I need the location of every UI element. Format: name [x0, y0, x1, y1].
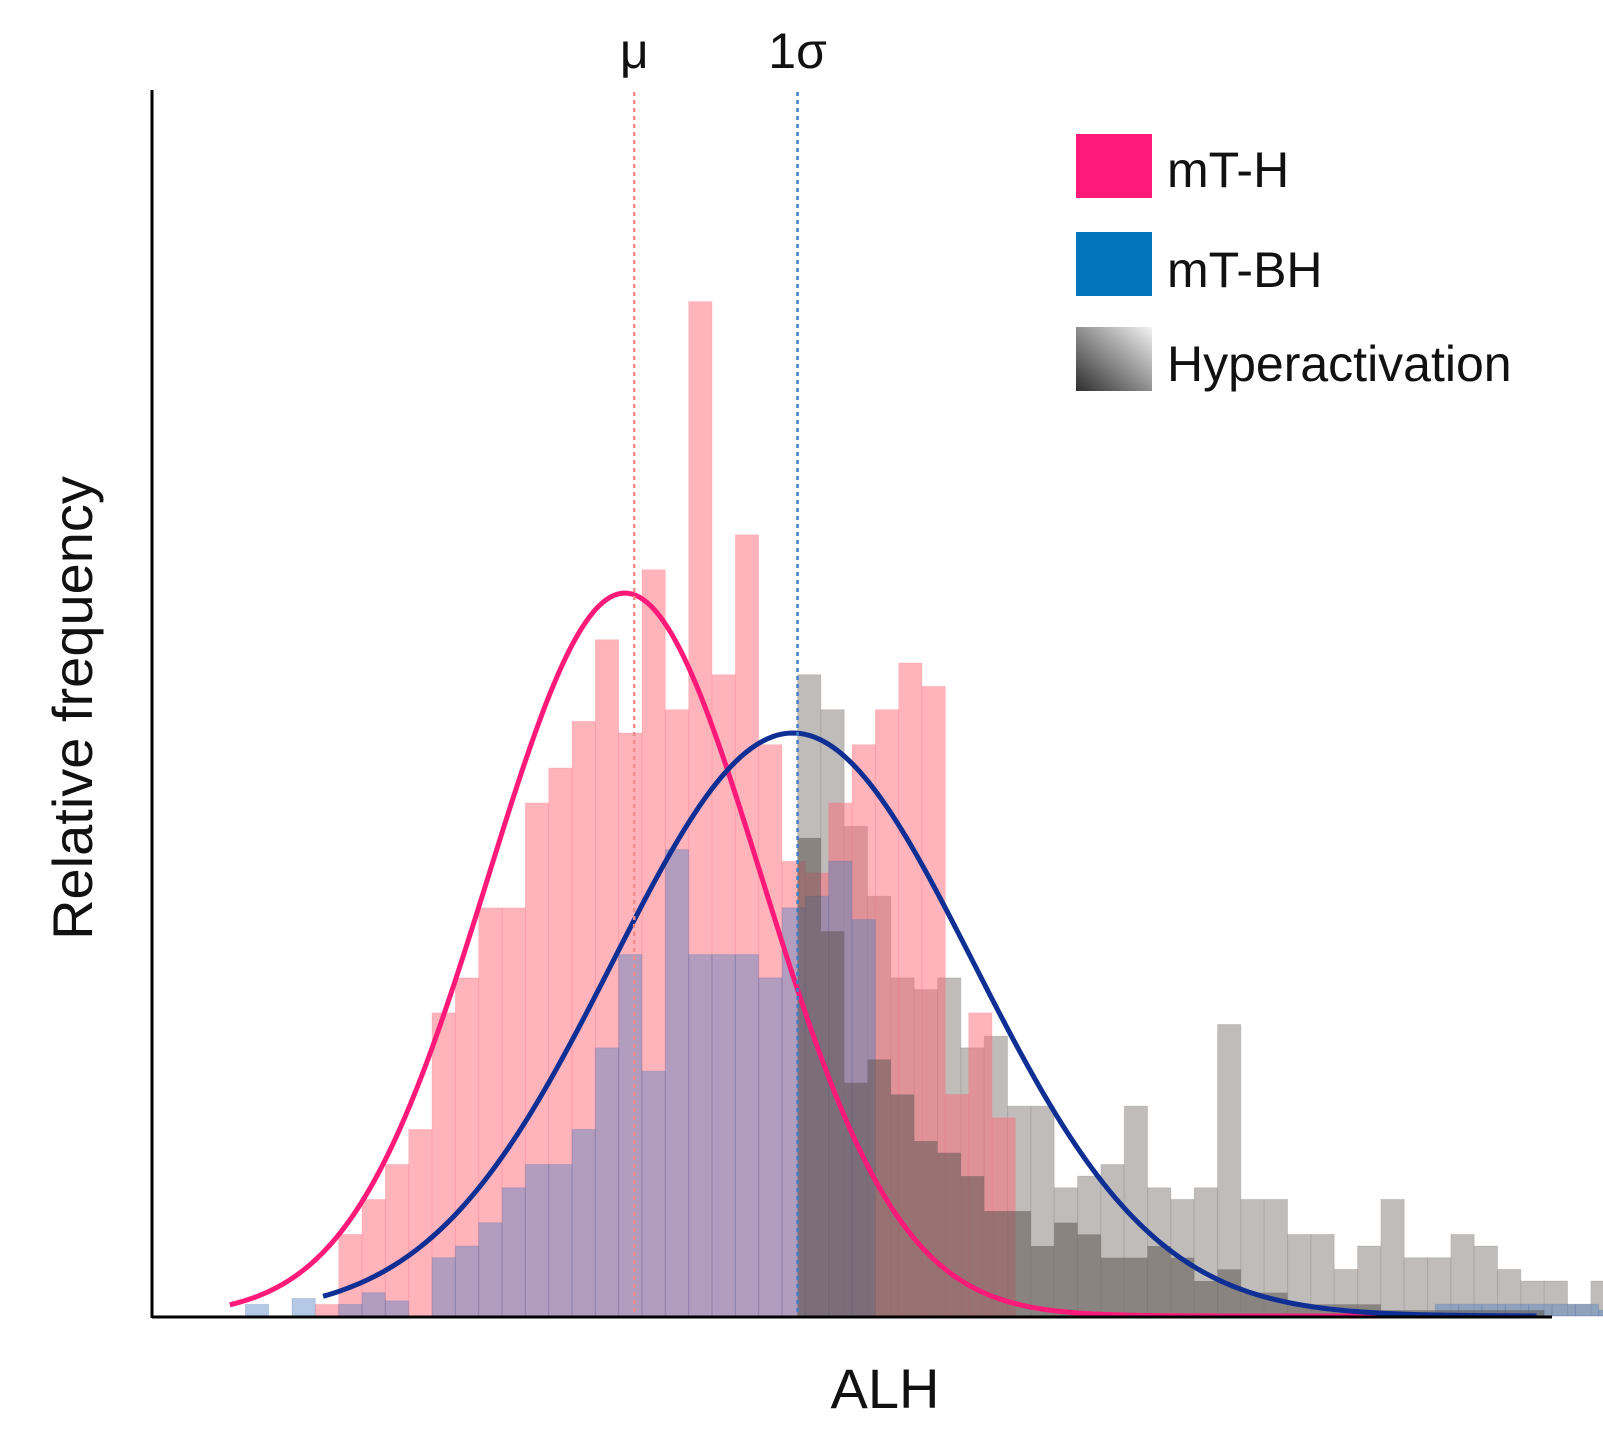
hyperactivation-dark-bar [1474, 1310, 1498, 1316]
hyperactivation-dark-bar [1124, 1257, 1148, 1316]
mt-bh-bar [1551, 1303, 1576, 1317]
mt-h-bar [408, 1128, 433, 1317]
hyperactivation-bar [1403, 1257, 1429, 1317]
mt-bh-bar [478, 1222, 503, 1317]
mt-bh-bar [594, 1047, 620, 1317]
hyperactivation-bar [1450, 1233, 1475, 1317]
hyperactivation-dark-bar [1007, 1211, 1031, 1316]
mt-bh-bar [524, 1163, 550, 1317]
mt-bh-bar [688, 954, 713, 1317]
mt-bh-bar [548, 1163, 573, 1317]
histogram-bars [244, 301, 1603, 1317]
hyperactivation-dark-bar [797, 837, 821, 1316]
hyperactivation-dark-bar [1497, 1310, 1521, 1316]
mt-bh-bar [571, 1128, 596, 1317]
sigma-label: 1σ [768, 23, 827, 79]
hyperactivation-dark-bar [1170, 1257, 1195, 1316]
legend-label-mt-h: mT-H [1167, 142, 1289, 198]
mt-bh-bar [1574, 1303, 1600, 1317]
mt-bh-bar [758, 977, 783, 1317]
mt-bh-bar [431, 1257, 456, 1317]
hyperactivation-bar [1543, 1280, 1569, 1317]
mt-bh-bar [1598, 1309, 1603, 1317]
hyperactivation-dark-bar [844, 1082, 868, 1316]
mt-bh-bar [641, 1070, 666, 1317]
y-axis-label: Relative frequency [41, 476, 104, 940]
hyperactivation-dark-bar [937, 1152, 961, 1316]
mt-h-bar [384, 1163, 410, 1317]
hyperactivation-dark-bar [960, 1176, 985, 1316]
legend-label-mt-bh: mT-BH [1167, 242, 1323, 298]
mt-bh-bar [384, 1300, 410, 1317]
hyperactivation-dark-bar [1100, 1257, 1125, 1316]
hyperactivation-dark-bar [1054, 1222, 1078, 1316]
mt-bh-bar [291, 1298, 316, 1317]
mt-bh-fit-curve [322, 730, 1537, 1319]
legend-swatch-mt-h [1076, 134, 1152, 198]
x-axis-label: ALH [831, 1357, 940, 1420]
hyperactivation-dark-bar [914, 1141, 938, 1316]
hyperactivation-dark-bar [1240, 1292, 1265, 1316]
hyperactivation-dark-bar [890, 1094, 915, 1316]
legend-swatch-mt-bh [1076, 232, 1152, 296]
mt-h-bar [338, 1233, 363, 1317]
legend-label-hyperactivation: Hyperactivation [1167, 336, 1512, 392]
hyperactivation-bar [1310, 1233, 1335, 1317]
mt-bh-bar [711, 954, 736, 1317]
hyperactivation-dark-bar [820, 931, 845, 1316]
mt-bh-bar [244, 1303, 270, 1317]
mt-h-bar [314, 1303, 340, 1317]
hyperactivation-dark-bar [984, 1211, 1008, 1316]
mt-bh-bar [664, 849, 690, 1317]
hyperactivation-dark-bar [1520, 1310, 1545, 1316]
hyperactivation-dark-bar [1287, 1304, 1311, 1316]
hyperactivation-dark-bar [1194, 1281, 1218, 1316]
mt-bh-bar [501, 1187, 526, 1317]
mt-bh-bar [454, 1245, 480, 1317]
hyperactivation-bar [1380, 1198, 1405, 1317]
mu-label: μ [620, 23, 649, 79]
hyperactivation-dark-bar [1030, 1246, 1055, 1316]
hyperactivation-dark-bar [1077, 1234, 1101, 1316]
hyperactivation-dark-bar [1217, 1269, 1241, 1316]
legend: mT-H mT-BH Hyperactivation [1076, 134, 1512, 392]
hyperactivation-dark-bar [1147, 1246, 1171, 1316]
reference-lines [632, 92, 799, 1316]
legend-swatch-hyperactivation [1076, 327, 1152, 391]
mt-bh-bar [361, 1292, 386, 1317]
mt-bh-bar [734, 954, 760, 1317]
mt-bh-bar [618, 954, 643, 1317]
mt-bh-bar [338, 1303, 363, 1317]
